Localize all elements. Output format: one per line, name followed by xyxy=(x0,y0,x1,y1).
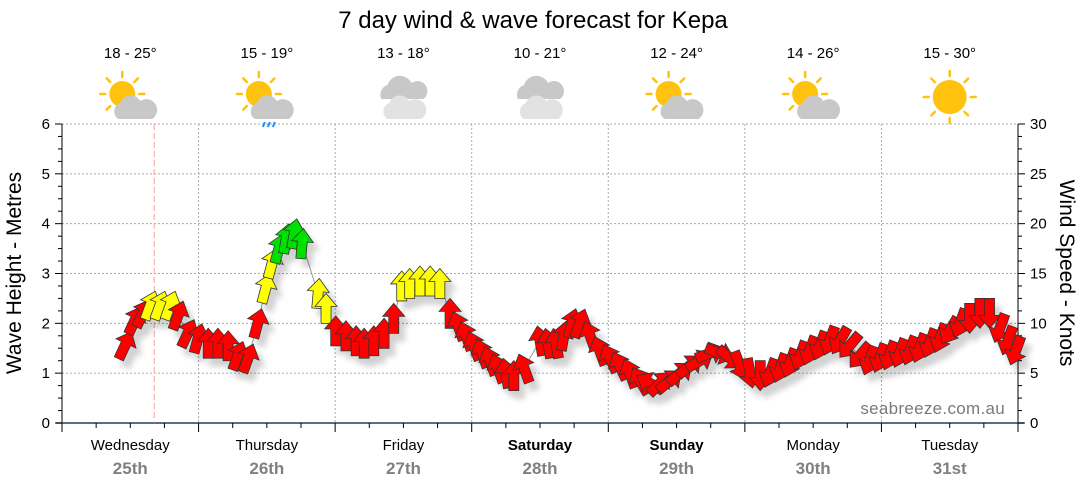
temperature-range: 14 - 26° xyxy=(787,45,840,62)
cloud-back xyxy=(516,75,564,99)
y2-tick-label: 10 xyxy=(1030,315,1047,332)
axes: 0 1 2 3 4 5 6 0 5 10 15 20 25 30 Wednesday 25th Thursday… xyxy=(42,116,1047,478)
wind-arrow xyxy=(290,228,315,260)
sun-ray xyxy=(679,77,686,84)
cloud-front xyxy=(383,95,427,119)
x-date-label: 27th xyxy=(386,459,421,478)
sun-ray xyxy=(815,77,822,84)
cloud-icon xyxy=(380,75,428,119)
sun-cloud-rain-icon xyxy=(235,70,294,128)
sun-cloud-icon xyxy=(781,70,840,119)
sun-icon xyxy=(922,69,977,125)
sun-ray xyxy=(963,110,970,117)
cloud-icon xyxy=(516,75,564,119)
sun-ray xyxy=(963,77,970,84)
y-tick-label: 3 xyxy=(42,266,50,283)
cloud-back xyxy=(380,75,428,99)
y-tick-label: 4 xyxy=(42,216,50,233)
grid xyxy=(62,123,1018,423)
x-day-label: Wednesday xyxy=(91,437,170,454)
watermark: seabreeze.com.au xyxy=(860,399,1005,418)
x-day-label: Tuesday xyxy=(921,437,978,454)
y-tick-label: 0 xyxy=(42,415,50,432)
x-day-label: Sunday xyxy=(649,437,704,454)
wind-arrow xyxy=(512,353,535,385)
sun-ray xyxy=(651,77,658,84)
sun-ray xyxy=(242,104,249,111)
cloud xyxy=(660,95,704,119)
sun-cloud-icon xyxy=(645,70,704,119)
y-tick-label: 5 xyxy=(42,166,50,183)
y2-axis-label: Wind Speed - Knots xyxy=(1055,180,1078,367)
y2-tick-label: 20 xyxy=(1030,216,1047,233)
sun-ray xyxy=(105,77,112,84)
sun-ray xyxy=(930,110,937,117)
wind-arrow xyxy=(381,302,406,334)
temperature-range: 15 - 19° xyxy=(241,45,294,62)
cloud-front xyxy=(519,95,563,119)
wind-arrow xyxy=(216,330,241,362)
wind-arrow xyxy=(246,308,270,340)
wind-arrow xyxy=(314,292,338,324)
chart-title: 7 day wind & wave forecast for Kepa xyxy=(338,7,728,34)
rain-drop xyxy=(261,121,266,128)
sun-ray xyxy=(930,77,937,84)
wind-arrow xyxy=(167,300,190,332)
temperature-range: 10 - 21° xyxy=(514,45,567,62)
cloud xyxy=(797,95,840,119)
y2-tick-label: 0 xyxy=(1030,415,1038,432)
sun-ray xyxy=(242,77,249,84)
sun-cloud-icon xyxy=(99,70,158,119)
wind-arrow xyxy=(237,343,260,375)
y2-tick-label: 5 xyxy=(1030,365,1038,382)
x-day-label: Saturday xyxy=(508,437,573,454)
x-date-label: 26th xyxy=(249,459,284,478)
sun-ray xyxy=(788,104,795,111)
wind-arrow xyxy=(254,273,278,305)
temperature-range: 15 - 30° xyxy=(923,45,976,62)
y-axis-label: Wave Height - Metres xyxy=(3,172,26,374)
sun-ray xyxy=(133,77,140,84)
x-date-label: 31st xyxy=(933,459,967,478)
y2-tick-label: 30 xyxy=(1030,116,1047,133)
wind-arrow xyxy=(113,331,137,362)
temperature-range: 13 - 18° xyxy=(377,45,430,62)
temperature-range: 18 - 25° xyxy=(104,45,157,62)
x-date-label: 29th xyxy=(659,459,694,478)
y-tick-label: 2 xyxy=(42,315,50,332)
x-date-label: 28th xyxy=(523,459,558,478)
x-date-label: 30th xyxy=(796,459,831,478)
sun xyxy=(932,80,967,114)
y2-tick-label: 15 xyxy=(1030,266,1047,283)
rain-drop xyxy=(266,121,271,128)
y2-tick-label: 25 xyxy=(1030,166,1047,183)
sun-ray xyxy=(651,104,658,111)
cloud xyxy=(250,95,294,119)
wind-arrow xyxy=(1004,334,1027,366)
sun-ray xyxy=(269,77,276,84)
x-day-label: Monday xyxy=(786,437,840,454)
wind-arrows xyxy=(113,218,1027,398)
wind-arrow xyxy=(306,277,331,310)
x-date-label: 25th xyxy=(113,459,148,478)
x-day-label: Thursday xyxy=(236,437,299,454)
temperature-range: 12 - 24° xyxy=(650,45,703,62)
wind-arrow xyxy=(427,267,452,299)
wind-arrow xyxy=(778,346,801,378)
cloud xyxy=(114,95,158,119)
sun-ray xyxy=(105,104,112,111)
rain-drop xyxy=(271,121,276,128)
y-tick-label: 1 xyxy=(42,365,50,382)
y-tick-label: 6 xyxy=(42,116,50,133)
wind-arrow xyxy=(438,297,462,329)
daily-forecast-header: 18 - 25° 15 - 19° 13 - 18° 10 - 21° 12 - 24°… xyxy=(99,45,977,128)
sun-ray xyxy=(788,77,795,84)
x-day-label: Friday xyxy=(383,437,425,454)
